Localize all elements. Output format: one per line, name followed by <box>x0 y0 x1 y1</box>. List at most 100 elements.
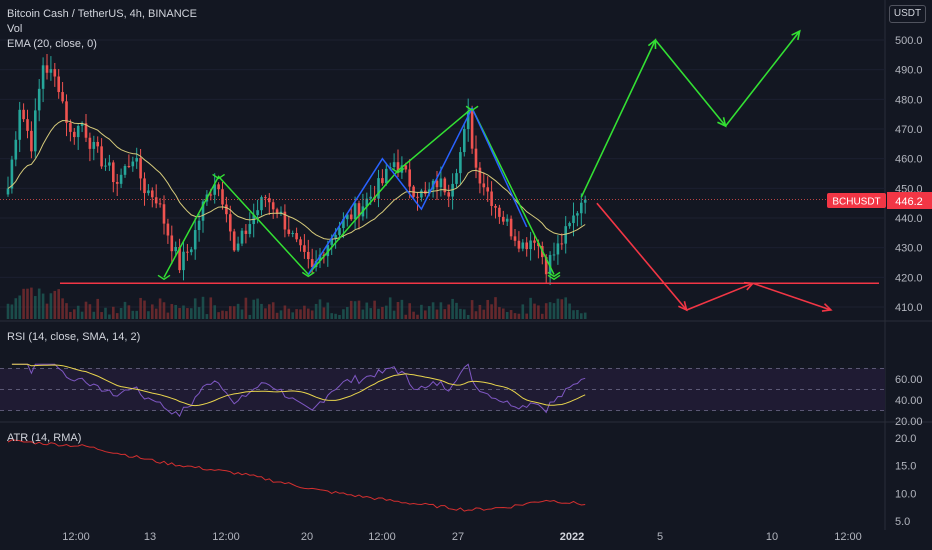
price-tag-value-box <box>887 192 932 209</box>
volume-bar <box>513 313 517 319</box>
volume-bar <box>143 300 146 319</box>
volume-bar <box>326 302 330 319</box>
candle-body <box>104 165 107 167</box>
atr-label[interactable]: ATR (14, RMA) <box>7 432 82 444</box>
candle-body <box>221 189 224 205</box>
volume-bar <box>459 308 462 319</box>
candle-body <box>502 216 505 222</box>
volume-bar <box>41 293 45 319</box>
candle-body <box>357 203 361 217</box>
volume-bar <box>162 302 166 319</box>
candle-body <box>478 167 482 184</box>
volume-bar <box>240 309 244 319</box>
volume-bar <box>580 313 583 319</box>
volume-bar <box>307 308 310 319</box>
candle-body <box>49 69 53 73</box>
volume-bar <box>197 307 201 319</box>
candle-body <box>326 244 330 257</box>
volume-bar <box>338 314 341 319</box>
candle-body <box>353 203 357 220</box>
candle-body <box>108 162 111 166</box>
rsi-legend: RSI (14, close, SMA, 14, 2) <box>7 330 140 345</box>
volume-bar <box>353 301 357 319</box>
volume-label[interactable]: Vol <box>7 23 23 35</box>
candle-body <box>217 184 220 190</box>
candle-body <box>474 148 478 168</box>
volume-bar <box>6 303 10 319</box>
volume-bar <box>154 308 158 319</box>
volume-bar <box>318 299 322 319</box>
volume-bar <box>123 301 127 319</box>
volume-bar <box>127 305 131 319</box>
volume-bar <box>131 310 135 319</box>
candle-body <box>377 178 380 199</box>
candle-body <box>470 111 474 149</box>
volume-bar <box>264 308 267 319</box>
volume-bar <box>533 303 536 319</box>
candle-body <box>209 194 213 196</box>
rsi-tick-label: 40.00 <box>895 395 923 407</box>
candle-body <box>392 162 396 167</box>
volume-bar <box>392 310 396 319</box>
volume-bar <box>18 295 21 319</box>
projection-green-arrowhead <box>791 29 801 41</box>
zigzag-marker <box>465 105 479 112</box>
volume-bar <box>408 303 411 319</box>
candle-body <box>349 214 353 220</box>
candle-body <box>182 251 185 271</box>
volume-bar <box>525 313 528 319</box>
volume-bar <box>463 309 466 319</box>
candle-body <box>190 249 193 253</box>
candle-body <box>92 141 96 149</box>
currency-unit-button[interactable]: USDT <box>889 5 926 23</box>
price-tick-label: 440.0 <box>895 213 923 225</box>
date-tick-label: 12:00 <box>368 531 396 543</box>
projection-red-arrowhead <box>821 303 833 312</box>
price-tag-symbol-box <box>827 193 886 208</box>
candle-body <box>229 214 232 232</box>
candle-body <box>135 157 138 162</box>
rsi-label[interactable]: RSI (14, close, SMA, 14, 2) <box>7 331 141 343</box>
volume-bar <box>556 298 560 319</box>
volume-bar <box>279 310 283 319</box>
volume-bar <box>482 309 486 319</box>
volume-bar <box>310 310 314 319</box>
candle-body <box>466 111 470 130</box>
volume-bar <box>451 298 454 319</box>
volume-bar <box>34 296 37 319</box>
candle-body <box>30 130 33 152</box>
volume-bar <box>151 304 154 319</box>
candle-body <box>197 220 201 231</box>
ema-path <box>7 119 586 240</box>
candle-body <box>385 168 388 184</box>
candle-body <box>61 92 64 102</box>
candle-body <box>65 101 68 123</box>
projection-green-arrowhead <box>647 38 657 50</box>
candle-body <box>115 181 119 184</box>
candle-body <box>41 65 45 89</box>
candle-body <box>482 183 486 188</box>
volume-bar <box>57 289 60 319</box>
rsi-line <box>11 363 586 418</box>
zigzag-marker <box>391 167 405 174</box>
candle-body <box>299 239 302 246</box>
volume-bar <box>135 310 138 319</box>
candle-body <box>330 238 333 245</box>
candle-body <box>14 139 18 160</box>
volume-bar <box>166 312 170 319</box>
volume-bar <box>400 299 404 319</box>
ema-label[interactable]: EMA (20, close, 0) <box>7 38 97 50</box>
chart-title[interactable]: Bitcoin Cash / TetherUS, 4h, BINANCE <box>7 8 197 20</box>
candle-body <box>416 196 419 198</box>
candle-body <box>334 234 337 239</box>
volume-bar <box>275 312 279 319</box>
volume-bar <box>470 300 474 319</box>
candle-body <box>174 247 177 252</box>
candle-body <box>533 240 536 243</box>
volume-bar <box>517 313 521 319</box>
volume-bar <box>193 298 197 319</box>
atr-panel-plot <box>7 439 586 512</box>
volume-bar <box>576 309 579 319</box>
volume-bar <box>88 304 92 319</box>
